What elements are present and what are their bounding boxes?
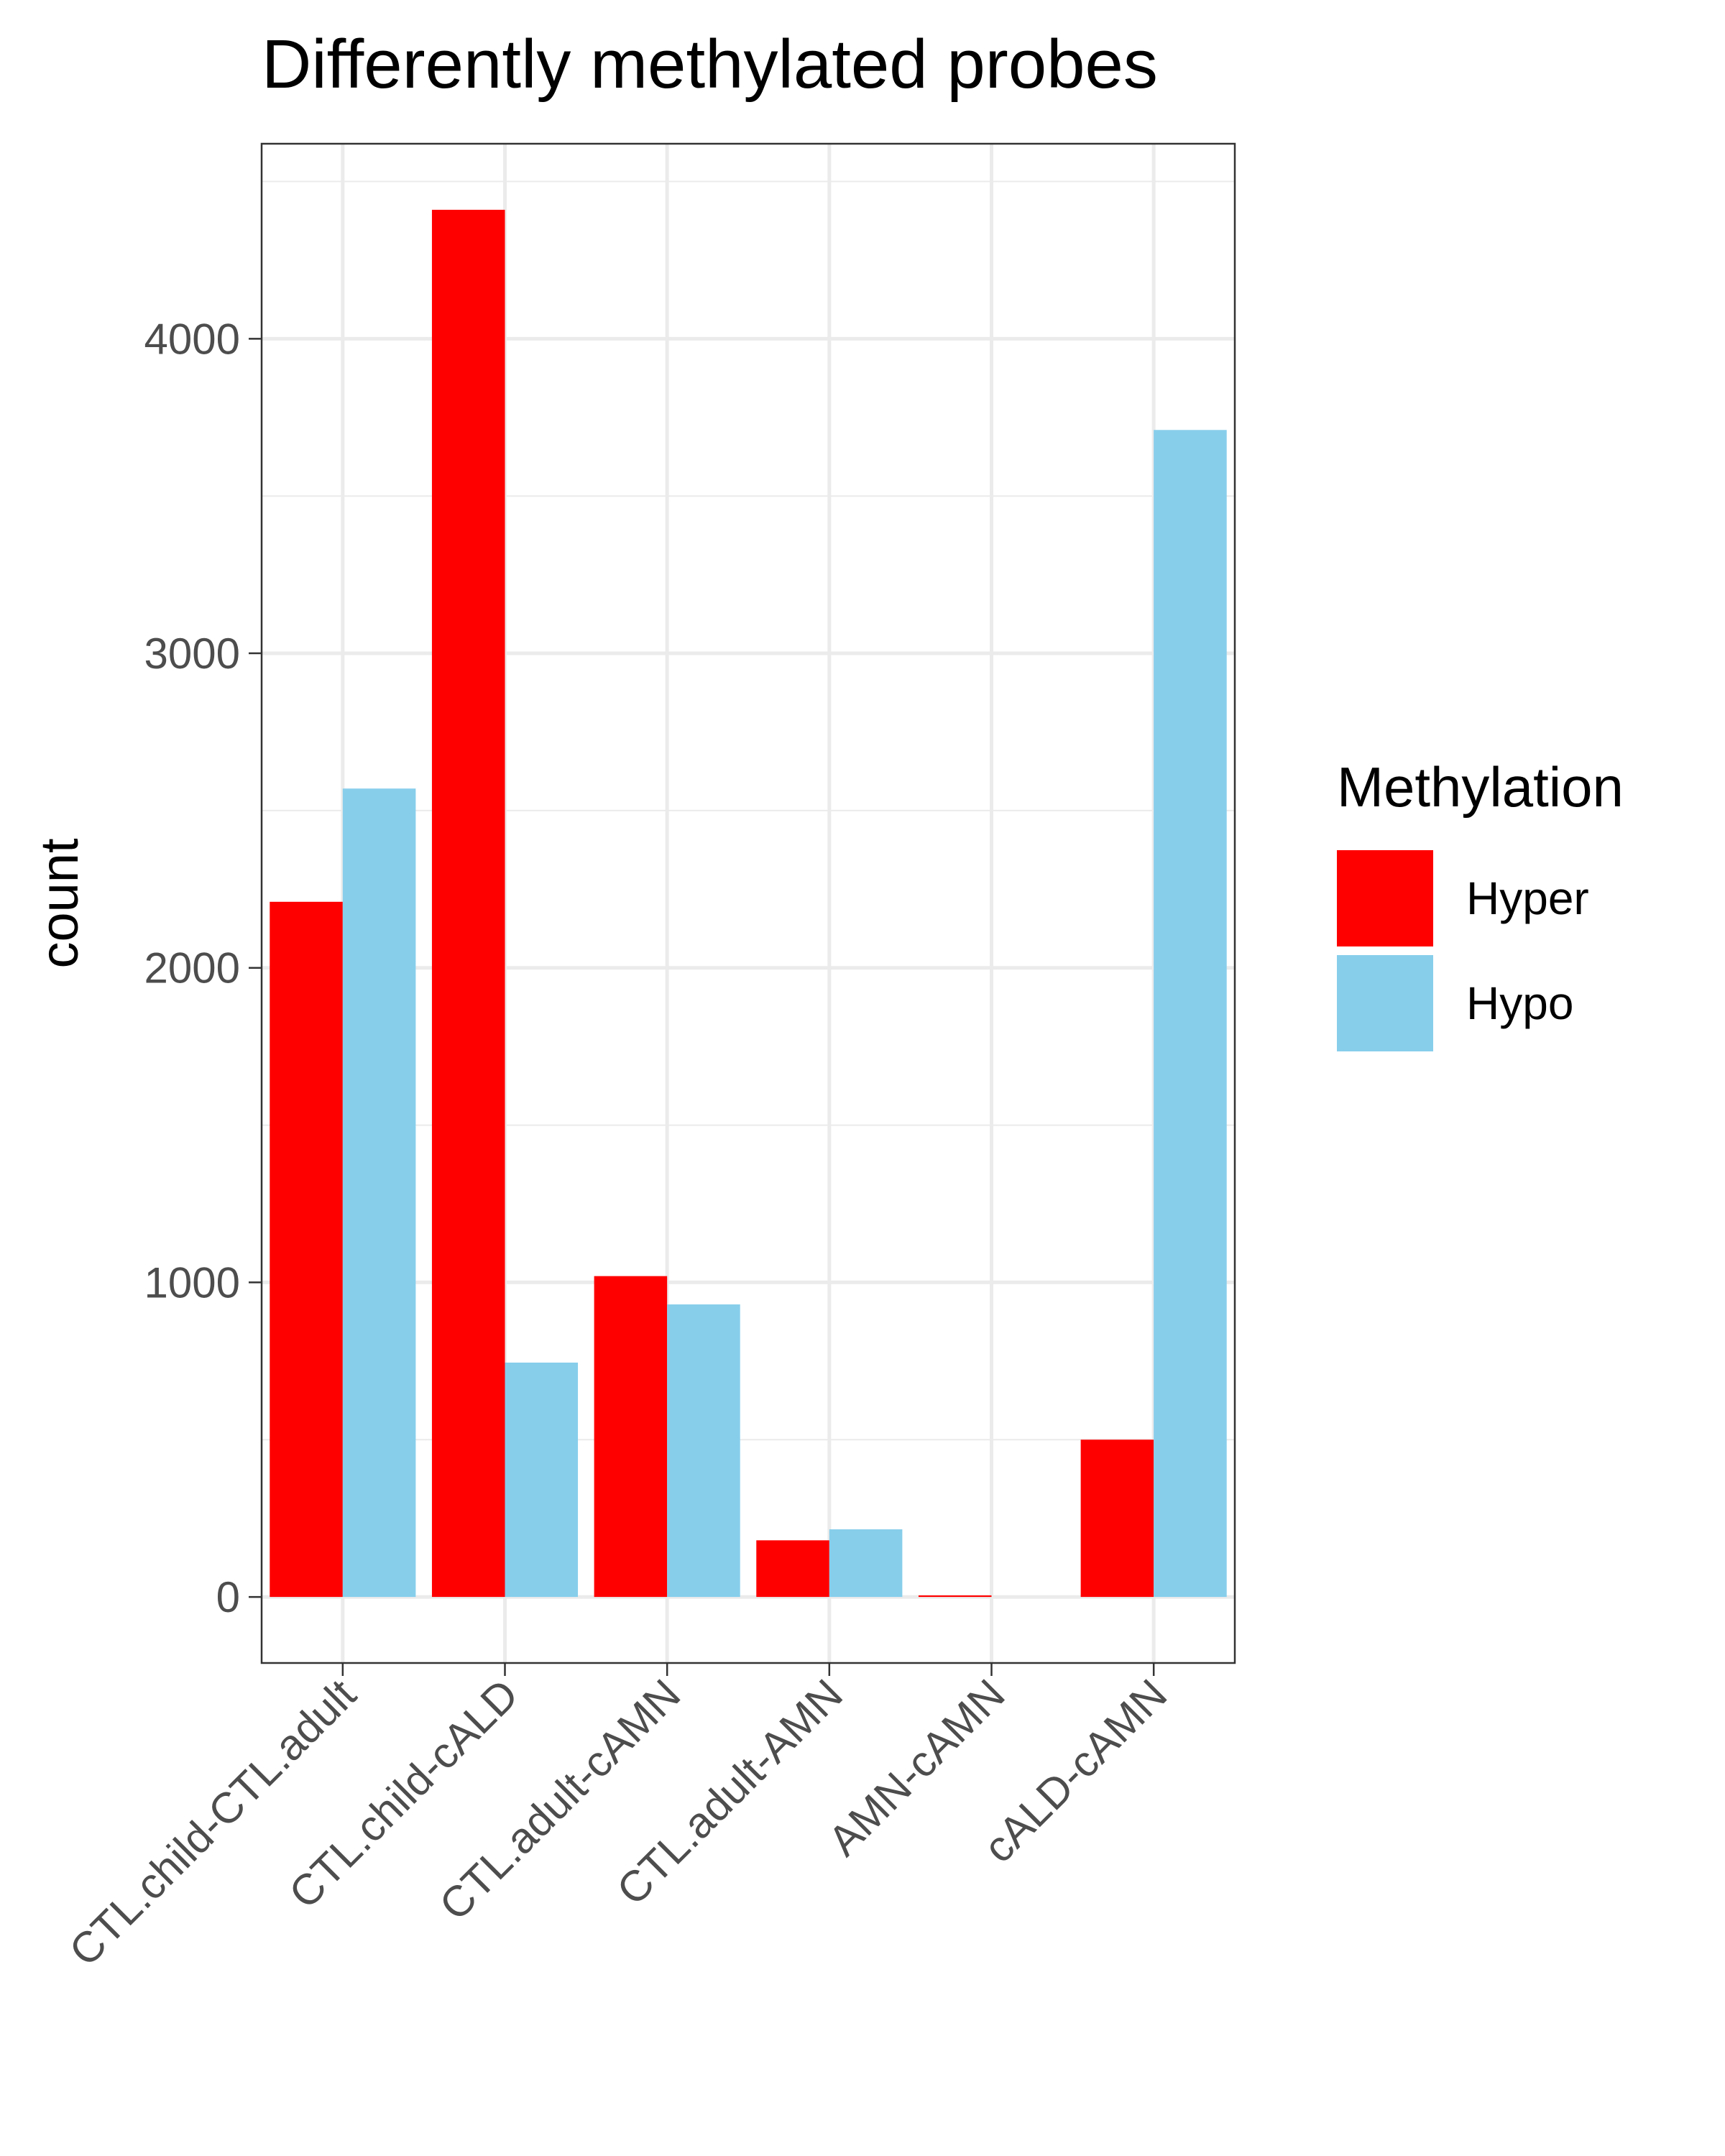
plot-panel xyxy=(260,142,1236,1664)
y-axis: 0 1000 2000 3000 4000 xyxy=(144,315,262,1621)
bars xyxy=(270,209,1227,1598)
panel-border xyxy=(260,142,1236,1664)
legend-title: Methylation xyxy=(1337,755,1624,819)
legend: Methylation Hyper Hypo xyxy=(1337,755,1624,1051)
bar-hyper xyxy=(918,1595,992,1598)
bar-hyper xyxy=(431,209,505,1598)
chart-title: Differently methylated probes xyxy=(262,26,1158,103)
panel-background xyxy=(262,144,1235,1663)
legend-key xyxy=(1337,850,1433,946)
legend-items: Hyper Hypo xyxy=(1337,850,1589,1051)
bar-hypo xyxy=(667,1304,740,1598)
legend-item-hypo: Hypo xyxy=(1337,955,1573,1051)
y-tick-label: 0 xyxy=(216,1573,240,1621)
legend-key xyxy=(1337,955,1433,1051)
legend-label: Hyper xyxy=(1466,872,1589,924)
y-tick-label: 2000 xyxy=(144,944,240,992)
bar-hyper xyxy=(756,1540,829,1598)
bar-hypo xyxy=(342,788,416,1598)
bar-hyper xyxy=(1080,1439,1154,1598)
y-tick-label: 1000 xyxy=(144,1258,240,1307)
legend-item-hyper: Hyper xyxy=(1337,850,1589,946)
y-axis-title: count xyxy=(29,838,89,968)
bar-hyper xyxy=(270,901,343,1598)
bar-hypo xyxy=(1154,430,1227,1598)
legend-label: Hypo xyxy=(1466,977,1573,1029)
y-tick-label: 3000 xyxy=(144,630,240,678)
bar-hyper xyxy=(594,1276,668,1598)
bar-hypo xyxy=(505,1363,579,1598)
y-tick-label: 4000 xyxy=(144,315,240,363)
grid-minor xyxy=(262,180,1235,1441)
bar-hypo xyxy=(829,1529,903,1598)
